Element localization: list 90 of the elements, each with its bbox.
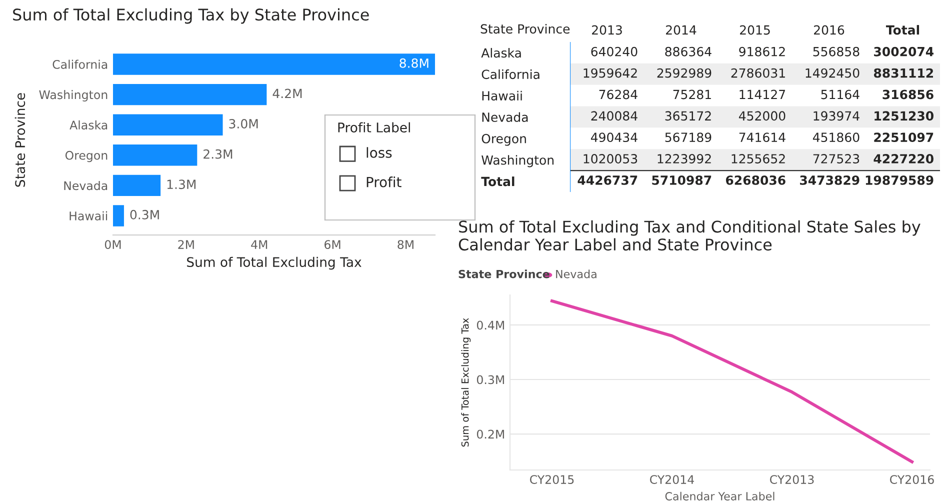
y-tick-label: 0.4M (476, 320, 504, 330)
y-axis-title: State Province (480, 24, 570, 34)
y-tick-label: Oregon (65, 150, 108, 162)
data-label: 0.3M (130, 210, 159, 220)
x-tick-label: CY2016 (890, 475, 934, 484)
data-label: 316856 (882, 90, 934, 100)
data-label: 3.0M (229, 119, 258, 128)
data-label: 567189 (665, 132, 712, 142)
category-label: Profit (366, 176, 402, 188)
data-label: 1223992 (658, 154, 711, 164)
data-label: 490434 (590, 132, 638, 142)
data-label: 8831112 (874, 68, 933, 78)
data-label: 886364 (665, 46, 712, 56)
y-tick-label: Alaska (70, 120, 108, 130)
bar (113, 174, 161, 196)
text: Profit Label (338, 122, 410, 132)
data-label: 556858 (813, 46, 860, 56)
data-label: 75281 (673, 90, 711, 100)
bar (113, 114, 223, 136)
data-label: 1959642 (584, 68, 637, 78)
data-label: 3473829 (800, 175, 860, 185)
x-tick-label: CY2013 (770, 475, 814, 484)
bar (113, 84, 267, 106)
data-label: 2.3M (204, 149, 232, 159)
y-tick-label: Alaska (481, 48, 521, 58)
x-tick-label: 0M (104, 240, 121, 249)
y-axis-title: State Province (14, 93, 26, 187)
y-tick-label: Hawaii (70, 211, 108, 220)
y-tick-label: California (52, 60, 108, 69)
data-label: 3002074 (874, 46, 934, 56)
x-tick-label: 2016 (814, 25, 844, 35)
data-label: 1492450 (806, 68, 860, 78)
y-tick-label: Washington (39, 90, 108, 102)
x-tick-label: Total (886, 25, 920, 35)
data-label: 6268036 (726, 175, 786, 185)
data-label: 240084 (591, 111, 638, 121)
y-tick-label: California (482, 69, 540, 80)
data-label: 51164 (821, 90, 860, 100)
data-label: 5710987 (652, 175, 712, 185)
y-tick-label: 0.3M (476, 375, 504, 384)
data-label: 2592989 (657, 68, 712, 78)
data-label: 1255652 (732, 154, 785, 164)
data-label: 19879589 (866, 175, 934, 185)
y-tick-label: Nevada (64, 180, 108, 190)
data-label: 727523 (813, 154, 860, 164)
data-label: 4227220 (874, 154, 934, 164)
bar (113, 205, 124, 226)
bar (113, 144, 198, 166)
x-tick-label: 2M (178, 240, 194, 249)
line-series (550, 299, 914, 464)
data-label: 1251230 (874, 111, 934, 121)
y-tick-label: Oregon (482, 134, 526, 146)
x-tick-label: 2013 (592, 25, 622, 35)
data-label: 193974 (814, 111, 860, 121)
data-label: 4.2M (272, 88, 302, 98)
chart-title: Sum of Total Excluding Tax and Conditional State Sales by Calendar Year Label and State Province (458, 220, 920, 251)
x-tick-label: 2015 (740, 25, 770, 35)
y-tick-label: Hawaii (482, 90, 522, 100)
y-axis-title: Sum of Total Excluding Tax (461, 318, 471, 447)
x-axis-title: Sum of Total Excluding Tax (187, 256, 362, 270)
chart-title: Sum of Total Excluding Tax by State Province (13, 8, 369, 24)
x-tick-label: CY2014 (650, 475, 694, 484)
legend-label: Nevada (556, 270, 596, 278)
data-label: 365172 (665, 111, 711, 121)
x-tick-label: 6M (324, 240, 340, 249)
x-tick-label: 8M (398, 240, 414, 249)
data-label: 452000 (738, 111, 786, 121)
data-label: 451860 (812, 132, 860, 142)
x-tick-label: 4M (251, 240, 268, 249)
legend-title: State Province (458, 270, 550, 278)
data-label: 76284 (599, 90, 638, 100)
y-tick-label: Washington (482, 155, 554, 168)
data-label: 2786031 (731, 68, 785, 78)
y-tick-label: Total (481, 176, 514, 186)
y-tick-label: Nevada (482, 112, 528, 122)
data-label: 4426737 (578, 175, 638, 185)
y-tick-label: 0.2M (476, 430, 504, 439)
data-label: 1.3M (167, 180, 196, 190)
data-label: 640240 (591, 46, 638, 56)
data-label: 1020053 (584, 154, 638, 164)
data-label: 114127 (740, 90, 786, 100)
data-label: 2251097 (874, 132, 934, 142)
data-label: 8.8M (400, 58, 428, 68)
data-label: 918612 (739, 46, 785, 56)
x-axis-title: Calendar Year Label (665, 492, 774, 500)
bar (113, 54, 435, 75)
data-label: 741614 (739, 132, 786, 142)
category-label: loss (366, 147, 392, 158)
x-tick-label: CY2015 (530, 475, 574, 484)
x-tick-label: 2014 (666, 25, 696, 35)
